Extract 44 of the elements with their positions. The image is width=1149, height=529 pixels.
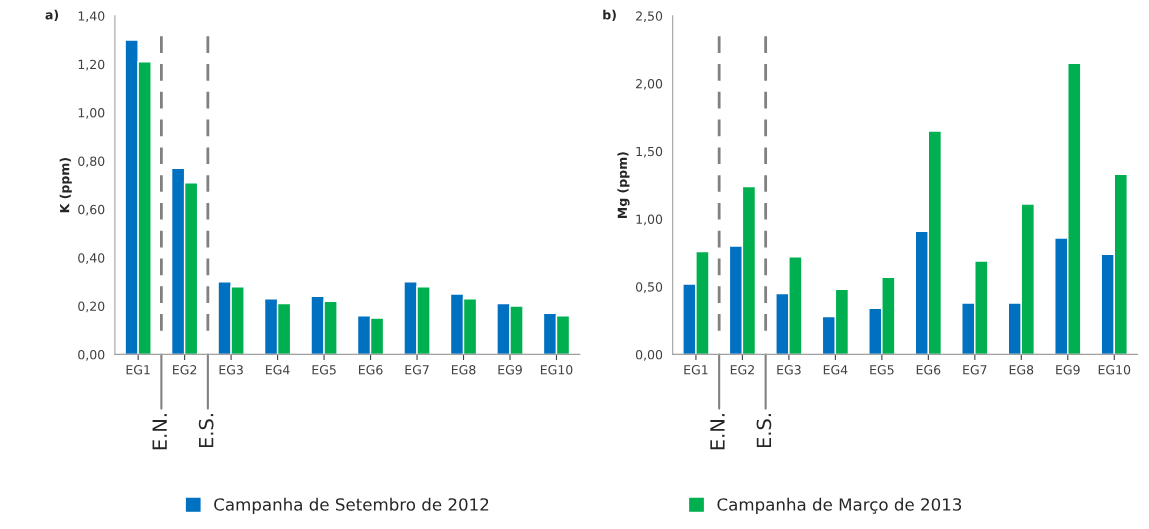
x-tick-label: EG10 (540, 365, 573, 375)
x-tick-label: EG4 (266, 365, 290, 375)
y-tick-label: 0,00 (78, 349, 105, 361)
legend-label: Campanha de Março de 2013 (717, 497, 962, 514)
y-tick-label: 1,40 (78, 11, 105, 23)
y-tick-label: 2,50 (636, 11, 663, 23)
x-tick-label: EG3 (777, 365, 801, 375)
text: E.N. (152, 414, 167, 450)
y-tick-label: 0,20 (78, 301, 105, 313)
text: E.S. (198, 414, 214, 448)
y-tick-label: 2,00 (636, 79, 663, 90)
x-tick-label: EG8 (451, 365, 476, 375)
chart-title: a) (45, 9, 59, 21)
chart-title: b) (603, 9, 616, 21)
y-tick-label: 0,80 (78, 156, 105, 168)
y-axis-title: K (ppm) (59, 158, 72, 213)
x-tick-label: EG2 (173, 365, 197, 375)
x-tick-label: EG9 (1056, 365, 1080, 375)
y-tick-label: 0,50 (635, 282, 663, 293)
legend-label: Campanha de Setembro de 2012 (214, 497, 489, 514)
x-tick-label: EG4 (823, 365, 848, 375)
x-tick-label: EG5 (312, 365, 336, 375)
x-tick-label: EG10 (1098, 365, 1131, 375)
x-tick-label: EG7 (405, 365, 429, 375)
x-tick-label: EG3 (219, 365, 243, 375)
y-axis-title: Mg (ppm) (617, 152, 630, 219)
y-tick-label: 1,50 (636, 146, 663, 158)
x-tick-label: EG9 (498, 365, 522, 375)
x-tick-label: EG6 (916, 365, 941, 375)
x-tick-label: EG7 (963, 365, 987, 375)
y-tick-label: 1,20 (78, 59, 105, 71)
text: E.S. (756, 414, 772, 448)
x-tick-label: EG6 (359, 365, 383, 375)
x-tick-label: EG1 (126, 365, 150, 375)
y-tick-label: 0,00 (635, 349, 663, 361)
y-tick-label: 0,40 (78, 253, 105, 264)
x-tick-label: EG1 (684, 365, 708, 375)
y-tick-label: 0,60 (78, 204, 105, 216)
x-tick-label: EG2 (730, 365, 754, 375)
x-tick-label: EG5 (870, 365, 894, 375)
y-tick-label: 1,00 (78, 108, 105, 119)
y-tick-label: 1,00 (636, 214, 663, 226)
text: E.N. (710, 414, 725, 450)
x-tick-label: EG8 (1009, 365, 1034, 375)
